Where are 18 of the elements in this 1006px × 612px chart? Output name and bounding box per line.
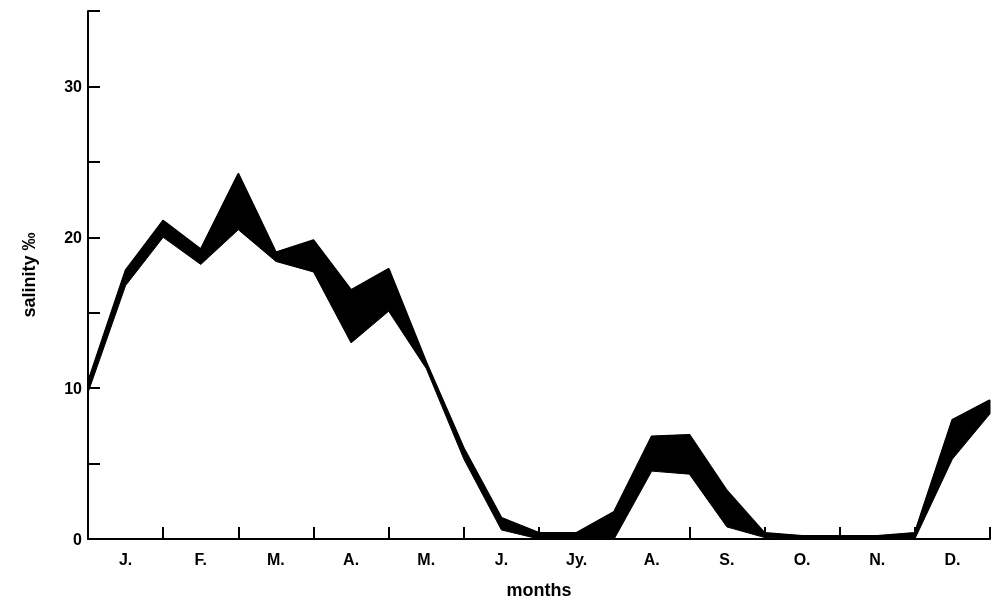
x-tick-label: S. [719,550,735,568]
x-tick-label: J. [118,550,133,568]
y-tick-label: 20 [64,228,83,246]
x-tick-label: M. [417,550,436,568]
x-tick-label: Jy. [566,550,588,568]
y-axis-title: salinity ‰ [19,232,39,318]
x-tick-label: J. [494,550,509,568]
x-tick-label: N. [869,550,886,568]
y-tick-label: 10 [64,379,83,397]
x-tick-label: A. [343,550,360,568]
x-tick-label: A. [643,550,660,568]
x-axis-title: months [506,580,572,600]
x-tick-label: F. [194,550,207,568]
x-tick-label: O. [793,550,811,568]
y-tick-label: 0 [73,530,83,548]
x-tick-label: M. [267,550,285,568]
x-tick-label: D. [944,550,961,568]
y-tick-label: 30 [64,77,83,95]
